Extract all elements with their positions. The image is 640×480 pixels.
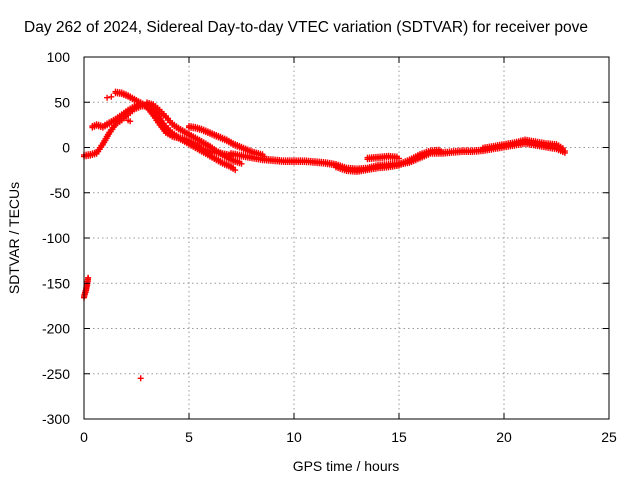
data-point bbox=[85, 274, 92, 281]
y-tick-label: -200 bbox=[42, 321, 70, 337]
data-point bbox=[438, 148, 444, 155]
data-point bbox=[561, 148, 568, 155]
data-point bbox=[232, 167, 239, 174]
chart-title: Day 262 of 2024, Sidereal Day-to-day VTE… bbox=[24, 19, 588, 36]
x-tick-label: 5 bbox=[185, 429, 193, 445]
y-tick-label: -50 bbox=[50, 185, 70, 201]
x-tick-label: 25 bbox=[601, 429, 617, 445]
grid bbox=[84, 57, 609, 419]
y-tick-label: -300 bbox=[42, 411, 70, 427]
x-tick-label: 15 bbox=[391, 429, 407, 445]
y-tick-label: 0 bbox=[62, 140, 70, 156]
data-point bbox=[238, 160, 245, 167]
y-tick-label: -250 bbox=[42, 366, 70, 382]
y-tick-label: 50 bbox=[54, 94, 70, 110]
data-points bbox=[81, 88, 568, 382]
data-point bbox=[108, 93, 115, 100]
x-axis-label: GPS time / hours bbox=[293, 458, 400, 474]
x-tick-label: 20 bbox=[496, 429, 512, 445]
data-point bbox=[396, 155, 402, 162]
y-tick-label: -100 bbox=[42, 230, 70, 246]
x-tick-label: 10 bbox=[286, 429, 302, 445]
data-point bbox=[127, 118, 134, 125]
y-tick-label: 100 bbox=[47, 49, 71, 65]
x-tick-label: 0 bbox=[80, 429, 88, 445]
y-tick-label: -150 bbox=[42, 275, 70, 291]
y-axis-label: SDTVAR / TECUs bbox=[6, 182, 22, 294]
data-point bbox=[104, 94, 111, 101]
data-point bbox=[137, 375, 144, 382]
axes: 0 5 10 15 20 25 100 50 0 -50 -100 -150 -200 -250 -300 bbox=[42, 49, 617, 445]
